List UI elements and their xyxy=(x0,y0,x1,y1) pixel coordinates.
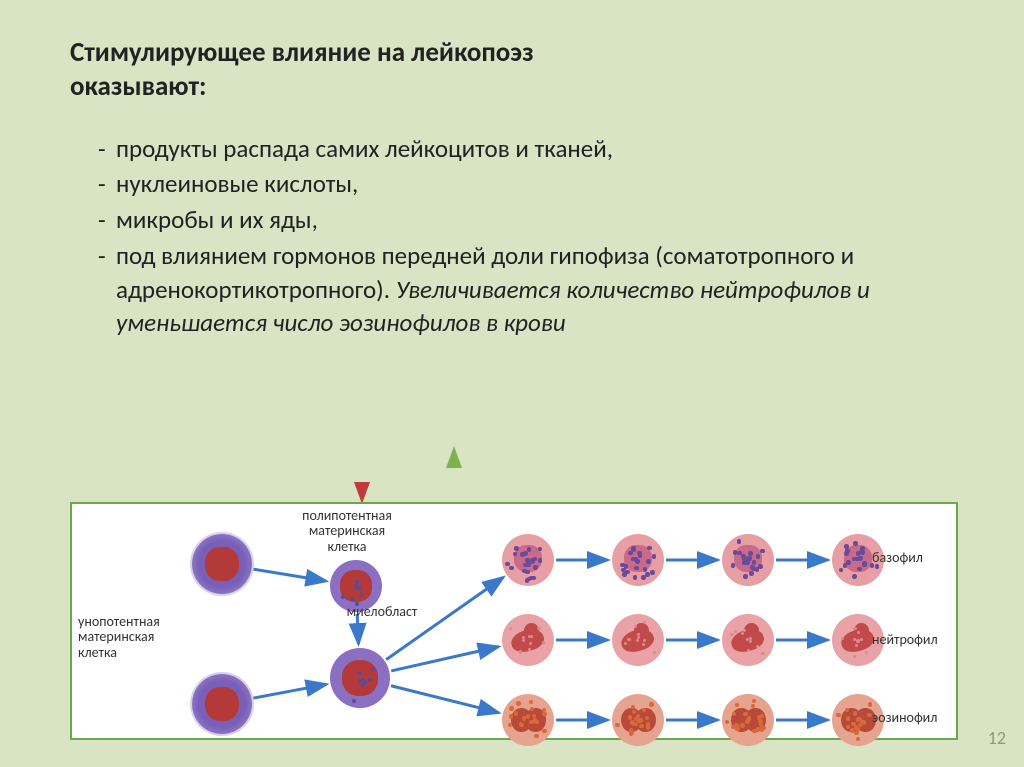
list-item: - продукты распада самих лейкоцитов и тк… xyxy=(98,132,954,166)
bullet-text: нуклеиновые кислоты, xyxy=(116,167,954,201)
diagram-label-poli: полипотентнаяматеринскаяклетка xyxy=(282,508,412,554)
cell-eosino xyxy=(612,694,664,746)
cell-myelo xyxy=(330,648,390,708)
bullet-text: микробы и их яды, xyxy=(116,203,954,237)
bullet-text: под влиянием гормонов передней доли гипо… xyxy=(116,239,954,340)
dash-icon: - xyxy=(98,167,116,201)
dash-icon: - xyxy=(98,239,116,340)
diagram-label-eosino: эозинофил xyxy=(872,710,962,725)
title-line-2: оказывают: xyxy=(70,70,206,103)
slide: Стимулирующее влияние на лейкопоэз оказы… xyxy=(0,0,1024,767)
slide-title: Стимулирующее влияние на лейкопоэз оказы… xyxy=(70,36,954,104)
arrow-down-icon xyxy=(354,482,370,504)
diagram-label-neutro: нейтрофил xyxy=(872,632,962,647)
bullet-list: - продукты распада самих лейкоцитов и тк… xyxy=(70,132,954,341)
cell-neutro xyxy=(612,614,664,666)
list-item: - микробы и их яды, xyxy=(98,203,954,237)
list-item: - под влиянием гормонов передней доли ги… xyxy=(98,239,954,340)
bullet-text: продукты распада самих лейкоцитов и ткан… xyxy=(116,132,954,166)
cell-stem xyxy=(192,674,252,734)
diagram-label-baso: базофил xyxy=(872,550,952,565)
diagram-label-myelo: миелобласт xyxy=(332,604,432,619)
diagram-label-uni: унопотентнаяматеринскаяклетка xyxy=(78,614,188,660)
list-item: - нуклеиновые кислоты, xyxy=(98,167,954,201)
leukopoesis-diagram: унопотентнаяматеринскаяклетка полипотентн… xyxy=(70,502,958,740)
cell-neutro xyxy=(722,614,774,666)
arrow-up-icon xyxy=(446,446,462,468)
page-number: 12 xyxy=(988,727,1006,749)
cell-neutro xyxy=(502,614,554,666)
cell-baso xyxy=(502,534,554,586)
dash-icon: - xyxy=(98,203,116,237)
cell-eosino xyxy=(502,694,554,746)
cell-baso xyxy=(722,534,774,586)
cell-baso xyxy=(612,534,664,586)
title-line-1: Стимулирующее влияние на лейкопоэз xyxy=(70,36,534,69)
cell-eosino xyxy=(722,694,774,746)
cell-stem xyxy=(192,534,252,594)
dash-icon: - xyxy=(98,132,116,166)
